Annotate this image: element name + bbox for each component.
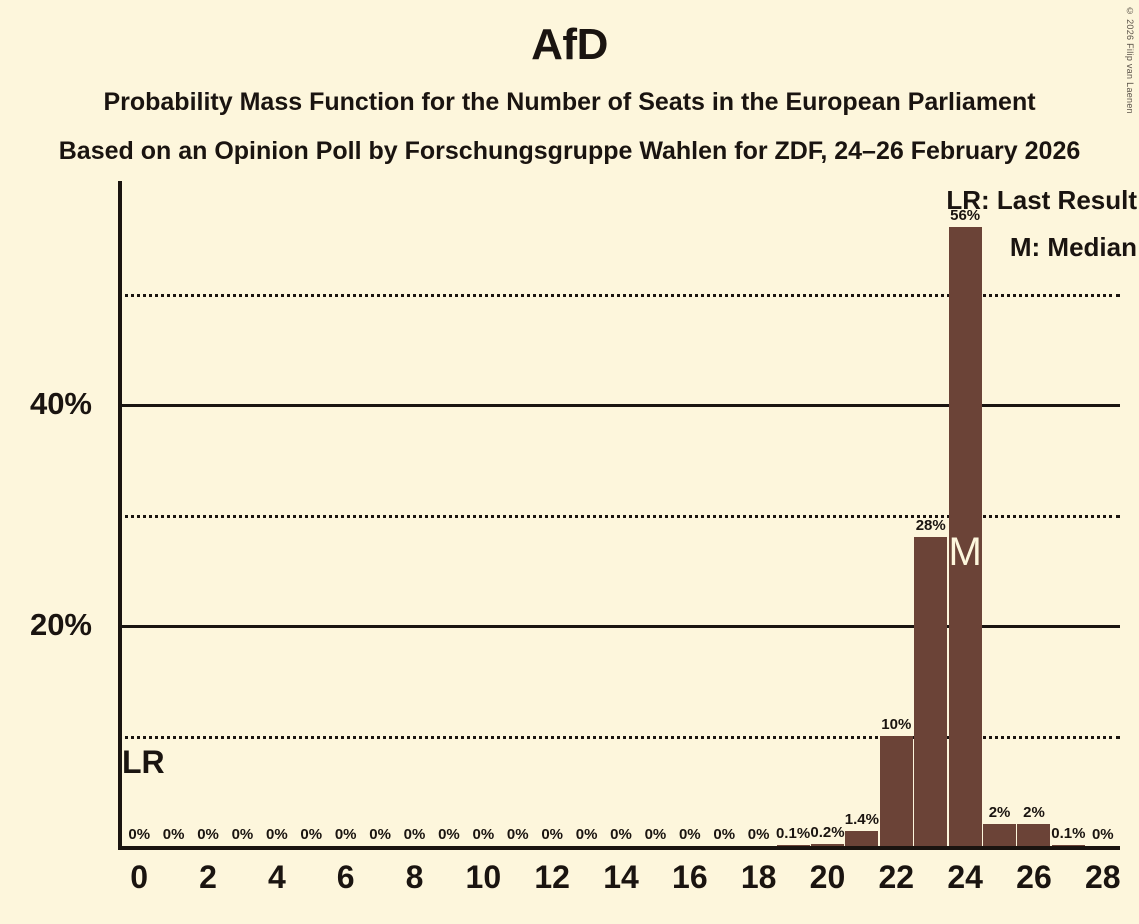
y-axis-tick-20%: 20% — [29, 607, 92, 642]
bar-value-label-4: 0% — [266, 826, 288, 843]
bar-seat-27 — [1051, 844, 1085, 846]
chart-source-line: Based on an Opinion Poll by Forschungsgr… — [58, 137, 1081, 165]
bar-value-label-27: 0.1% — [1051, 824, 1086, 842]
bar-seat-19 — [776, 844, 810, 846]
bar-value-label-12: 0% — [541, 826, 564, 843]
bar-seat-21 — [845, 830, 879, 846]
bar-value-label-26: 2% — [1023, 803, 1045, 821]
bar-value-label-28: 0% — [1091, 826, 1114, 843]
copyright-notice: © 2026 Filip van Laenen — [1125, 6, 1135, 114]
bar-value-label-9: 0% — [438, 826, 460, 843]
bar-value-label-19: 0.1% — [775, 824, 811, 842]
median-marker: M — [948, 530, 982, 575]
bar-value-label-18: 0% — [747, 826, 770, 843]
y-axis-tick-40%: 40% — [29, 386, 92, 421]
chart-subtitle: Probability Mass Function for the Number… — [103, 88, 1036, 116]
bar-value-label-8: 0% — [403, 826, 426, 843]
page-title: AfD — [531, 20, 608, 69]
x-axis-tick-10: 10 — [465, 859, 502, 895]
gridline-solid-40 — [118, 404, 1120, 407]
x-axis-tick-14: 14 — [603, 859, 639, 895]
bar-value-label-0: 0% — [128, 826, 151, 843]
bar-value-label-10: 0% — [472, 826, 495, 843]
bar-value-label-23: 28% — [915, 516, 946, 534]
gridline-dotted-50 — [118, 293, 1120, 297]
x-axis-tick-0: 0 — [130, 859, 149, 895]
bar-seat-25 — [983, 823, 1017, 846]
bar-value-label-22: 10% — [881, 715, 912, 733]
x-axis-line — [118, 846, 1120, 850]
x-axis-tick-8: 8 — [405, 859, 424, 895]
x-axis-tick-4: 4 — [267, 859, 286, 895]
gridline-dotted-10 — [118, 735, 1120, 739]
bar-value-label-1: 0% — [162, 826, 185, 843]
bar-value-label-21: 1.4% — [844, 810, 879, 828]
bar-value-label-16: 0% — [678, 826, 701, 843]
bar-value-label-20: 0.2% — [810, 823, 845, 841]
bar-value-label-14: 0% — [610, 826, 632, 843]
bar-value-label-7: 0% — [369, 826, 391, 843]
gridline-dotted-30 — [118, 514, 1120, 518]
x-axis-tick-6: 6 — [336, 859, 355, 895]
bar-seat-26 — [1017, 823, 1051, 846]
x-axis-tick-12: 12 — [534, 859, 570, 895]
x-axis-tick-26: 26 — [1016, 859, 1052, 895]
x-axis-tick-20: 20 — [809, 859, 846, 895]
bar-seat-22 — [879, 735, 913, 846]
bar-value-label-24: 56% — [950, 207, 981, 225]
bar-value-label-5: 0% — [300, 826, 323, 843]
bar-seat-20 — [810, 843, 844, 846]
last-result-marker: LR — [122, 744, 165, 780]
x-axis-tick-18: 18 — [740, 859, 777, 895]
bar-value-label-13: 0% — [575, 826, 598, 843]
plot-area: 20% 40% 0% 0% 0% 0% 0% 0% 0% 0% 0% 0% 0% 0% 0% 0% 0% 0% 0… — [30, 181, 1121, 895]
gridline-solid-20 — [118, 625, 1120, 628]
x-axis-tick-2: 2 — [199, 859, 217, 895]
legend-median: M: Median — [1009, 232, 1137, 262]
bar-value-label-2: 0% — [197, 826, 219, 843]
bar-value-label-11: 0% — [506, 826, 529, 843]
x-axis-tick-22: 22 — [878, 859, 915, 895]
bar-seat-23 — [914, 536, 948, 846]
x-axis-tick-28: 28 — [1084, 859, 1121, 895]
bar-value-label-3: 0% — [231, 826, 254, 843]
x-axis-tick-24: 24 — [947, 859, 983, 895]
legend-last-result: LR: Last Result — [946, 185, 1137, 215]
bar-value-label-17: 0% — [713, 826, 736, 843]
x-axis-tick-16: 16 — [672, 859, 708, 895]
bar-value-label-6: 0% — [334, 826, 357, 843]
bar-seat-24 — [948, 227, 982, 846]
bar-value-label-15: 0% — [644, 826, 667, 843]
bar-value-label-25: 2% — [988, 803, 1011, 821]
